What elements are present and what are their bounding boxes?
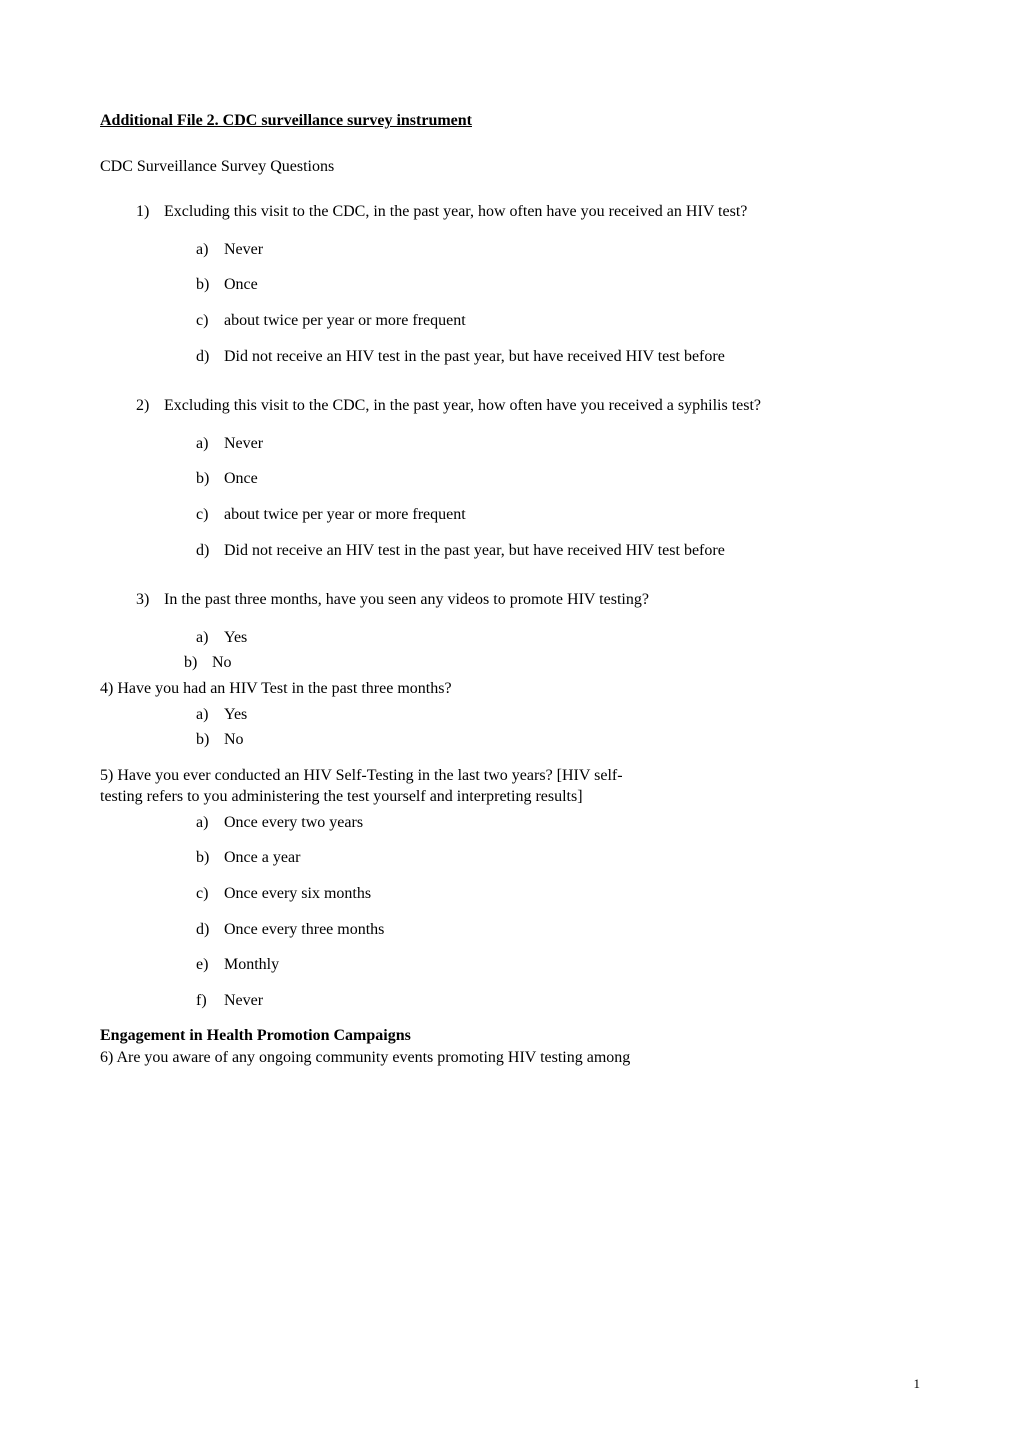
question-5-option-c[interactable]: c) Once every six months xyxy=(196,883,920,905)
question-2-option-c[interactable]: c) about twice per year or more frequent xyxy=(196,504,920,526)
option-text: Never xyxy=(224,990,263,1012)
option-text: Once a year xyxy=(224,847,300,869)
question-4-option-a[interactable]: a) Yes xyxy=(196,704,920,726)
option-text: Once every three months xyxy=(224,919,384,941)
question-3-option-b[interactable]: b) No xyxy=(184,652,920,674)
option-letter: b) xyxy=(196,847,224,869)
option-letter: a) xyxy=(196,627,224,649)
question-2-option-b[interactable]: b) Once xyxy=(196,468,920,490)
option-letter: a) xyxy=(196,239,224,261)
question-1-text: 1) Excluding this visit to the CDC, in t… xyxy=(136,201,920,223)
option-letter: b) xyxy=(196,274,224,296)
question-5-option-e[interactable]: e) Monthly xyxy=(196,954,920,976)
option-letter: b) xyxy=(184,652,212,674)
option-text: Did not receive an HIV test in the past … xyxy=(224,346,725,368)
option-text: Did not receive an HIV test in the past … xyxy=(224,540,725,562)
option-letter: c) xyxy=(196,310,224,332)
question-5-option-d[interactable]: d) Once every three months xyxy=(196,919,920,941)
question-2-option-d[interactable]: d) Did not receive an HIV test in the pa… xyxy=(196,540,920,562)
option-text: Yes xyxy=(224,627,247,649)
question-4-text: 4) Have you had an HIV Test in the past … xyxy=(100,678,920,700)
option-letter: b) xyxy=(196,468,224,490)
question-1-option-b[interactable]: b) Once xyxy=(196,274,920,296)
question-number: 1) xyxy=(136,201,164,223)
option-text: No xyxy=(224,729,244,751)
option-letter: e) xyxy=(196,954,224,976)
option-text: Once every two years xyxy=(224,812,363,834)
question-1-block: 1) Excluding this visit to the CDC, in t… xyxy=(100,201,920,367)
option-letter: a) xyxy=(196,433,224,455)
page-number: 1 xyxy=(914,1375,921,1393)
option-letter: c) xyxy=(196,504,224,526)
question-2-text: 2) Excluding this visit to the CDC, in t… xyxy=(136,395,920,417)
question-body: Excluding this visit to the CDC, in the … xyxy=(164,201,747,223)
option-text: Never xyxy=(224,239,263,261)
option-text: Never xyxy=(224,433,263,455)
question-body: Excluding this visit to the CDC, in the … xyxy=(164,395,761,417)
document-title: Additional File 2. CDC surveillance surv… xyxy=(100,110,920,132)
question-5-text-line1: 5) Have you ever conducted an HIV Self-T… xyxy=(100,765,920,787)
option-letter: b) xyxy=(196,729,224,751)
option-text: Monthly xyxy=(224,954,279,976)
option-letter: d) xyxy=(196,919,224,941)
option-letter: f) xyxy=(196,990,224,1012)
question-2-block: 2) Excluding this visit to the CDC, in t… xyxy=(100,395,920,561)
option-letter: d) xyxy=(196,346,224,368)
question-4-option-b[interactable]: b) No xyxy=(196,729,920,751)
option-text: Yes xyxy=(224,704,247,726)
option-letter: c) xyxy=(196,883,224,905)
question-1-option-a[interactable]: a) Never xyxy=(196,239,920,261)
question-5-option-a[interactable]: a) Once every two years xyxy=(196,812,920,834)
question-6-text: 6) Are you aware of any ongoing communit… xyxy=(100,1047,920,1069)
option-text: about twice per year or more frequent xyxy=(224,504,466,526)
question-body: In the past three months, have you seen … xyxy=(164,589,649,611)
question-1-option-c[interactable]: c) about twice per year or more frequent xyxy=(196,310,920,332)
question-number: 2) xyxy=(136,395,164,417)
question-2-option-a[interactable]: a) Never xyxy=(196,433,920,455)
option-text: Once xyxy=(224,274,258,296)
question-5-option-f[interactable]: f) Never xyxy=(196,990,920,1012)
option-text: about twice per year or more frequent xyxy=(224,310,466,332)
question-5-option-b[interactable]: b) Once a year xyxy=(196,847,920,869)
option-letter: d) xyxy=(196,540,224,562)
question-3-option-a[interactable]: a) Yes xyxy=(196,627,920,649)
option-text: Once every six months xyxy=(224,883,371,905)
option-letter: a) xyxy=(196,704,224,726)
option-letter: a) xyxy=(196,812,224,834)
option-text: No xyxy=(212,652,232,674)
question-number: 3) xyxy=(136,589,164,611)
question-5-text-line2: testing refers to you administering the … xyxy=(100,786,920,808)
question-1-option-d[interactable]: d) Did not receive an HIV test in the pa… xyxy=(196,346,920,368)
question-3-text: 3) In the past three months, have you se… xyxy=(136,589,920,611)
option-text: Once xyxy=(224,468,258,490)
document-subtitle: CDC Surveillance Survey Questions xyxy=(100,156,920,178)
section-heading: Engagement in Health Promotion Campaigns xyxy=(100,1025,920,1047)
